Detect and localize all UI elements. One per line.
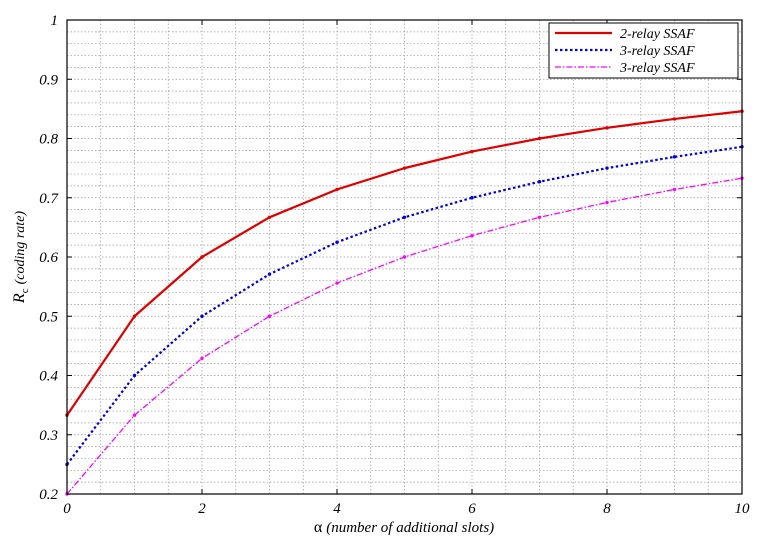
- series-1: [65, 109, 744, 417]
- data-point: [470, 196, 474, 200]
- legend-label-3-relay: 3-relay SSAF: [619, 44, 695, 59]
- y-tick-label: 0.8: [39, 132, 58, 148]
- y-tick-label: 0.4: [39, 369, 58, 385]
- data-point: [267, 215, 272, 220]
- data-point: [537, 215, 542, 220]
- svg-text:Rc(coding rate): Rc(coding rate): [11, 211, 31, 304]
- series-2: [65, 145, 744, 467]
- data-point: [672, 187, 677, 192]
- legend-label-2-relay: 2-relay SSAF: [620, 27, 695, 42]
- y-tick-label: 0.9: [39, 72, 58, 88]
- x-axis-label: α (number of additional slots): [314, 519, 494, 536]
- series-line: [66, 145, 743, 466]
- legend-label-3-relay-alt: 3-relay SSAF: [619, 61, 695, 76]
- data-point: [132, 314, 137, 318]
- data-point: [267, 272, 272, 276]
- data-point: [470, 149, 474, 154]
- data-point: [335, 187, 339, 192]
- data-point: [200, 356, 204, 361]
- y-tick-label: 0.5: [39, 309, 58, 325]
- data-point: [132, 413, 137, 417]
- y-tick-labels: 0.2 0.3 0.4 0.5 0.6 0.7 0.8 0.9 1: [39, 13, 59, 503]
- data-point: [200, 255, 204, 259]
- y-tick-label: 0.2: [39, 487, 58, 503]
- data-point: [335, 281, 339, 285]
- y-tick-label: 0.3: [39, 428, 58, 444]
- data-point: [335, 240, 339, 244]
- data-point: [470, 233, 474, 238]
- y-tick-label: 0.7: [39, 191, 59, 207]
- x-tick-label: 4: [333, 501, 341, 517]
- x-tick-label: 0: [63, 501, 71, 517]
- data-point: [402, 215, 407, 220]
- x-tick-labels: 0 2 4 6 8 10: [63, 501, 750, 517]
- data-point: [267, 314, 272, 318]
- data-point: [605, 126, 609, 130]
- data-point: [605, 200, 609, 205]
- x-tick-label: 8: [603, 501, 611, 517]
- x-tick-label: 10: [735, 501, 751, 517]
- data-point: [605, 166, 609, 170]
- series-lines: [65, 109, 744, 496]
- data-point: [200, 314, 204, 318]
- legend: 2-relay SSAF 3-relay SSAF 3-relay SSAF: [548, 22, 739, 79]
- data-point: [402, 166, 407, 170]
- plot-frame: [66, 19, 743, 495]
- x-tick-label: 6: [468, 501, 476, 517]
- data-point: [672, 117, 677, 121]
- data-point: [537, 180, 542, 184]
- y-tick-label: 0.6: [39, 250, 58, 266]
- y-axis-label: Rc(coding rate): [11, 211, 31, 304]
- data-point: [132, 373, 137, 378]
- data-point: [672, 155, 677, 159]
- x-tick-label: 2: [198, 501, 206, 517]
- y-tick-label: 1: [51, 13, 59, 29]
- data-point: [402, 255, 407, 259]
- grid: [67, 20, 742, 494]
- data-point: [537, 136, 542, 141]
